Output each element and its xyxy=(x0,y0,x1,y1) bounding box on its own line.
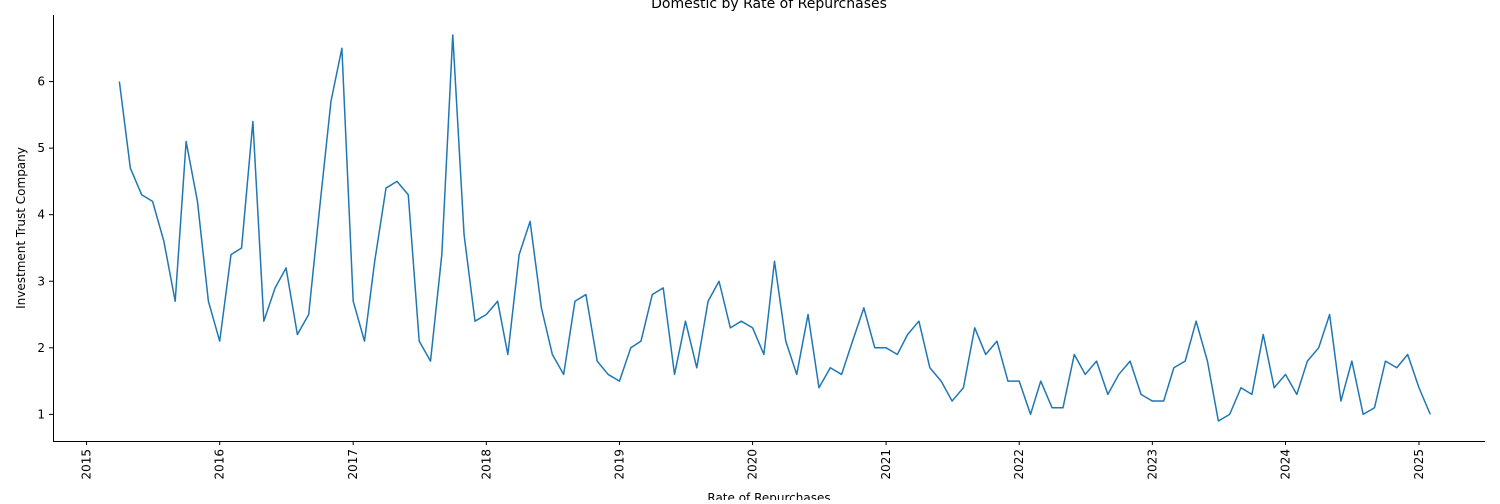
x-tick-label: 2020 xyxy=(746,449,760,480)
y-tick-label: 3 xyxy=(37,274,45,288)
plot-area xyxy=(119,35,1430,421)
x-tick-label: 2025 xyxy=(1412,449,1426,480)
x-tick-label: 2018 xyxy=(479,449,493,480)
y-tick-label: 1 xyxy=(37,407,45,421)
x-tick-label: 2019 xyxy=(612,449,626,480)
x-tick-label: 2023 xyxy=(1145,449,1159,480)
y-tick-label: 4 xyxy=(37,208,45,222)
chart-title: Domestic by Rate of Repurchases xyxy=(651,0,887,12)
y-tick-label: 5 xyxy=(37,141,45,155)
x-axis-label: Rate of Repurchases xyxy=(707,491,830,500)
y-axis-label: Investment Trust Company xyxy=(14,147,28,309)
x-tick-label: 2021 xyxy=(879,449,893,480)
y-tick-label: 6 xyxy=(37,75,45,89)
x-tick-label: 2016 xyxy=(213,449,227,480)
series-line xyxy=(119,35,1430,421)
x-axis-ticks: 2015 2016 2017 2018 2019 2020 2021 2022 2023 2024… xyxy=(80,441,1426,480)
x-tick-label: 2017 xyxy=(346,449,360,480)
y-axis-ticks: 1 2 3 4 5 6 xyxy=(37,75,53,422)
x-tick-label: 2015 xyxy=(80,449,94,480)
x-tick-label: 2022 xyxy=(1012,449,1026,480)
x-tick-label: 2024 xyxy=(1278,449,1292,480)
y-tick-label: 2 xyxy=(37,341,45,355)
